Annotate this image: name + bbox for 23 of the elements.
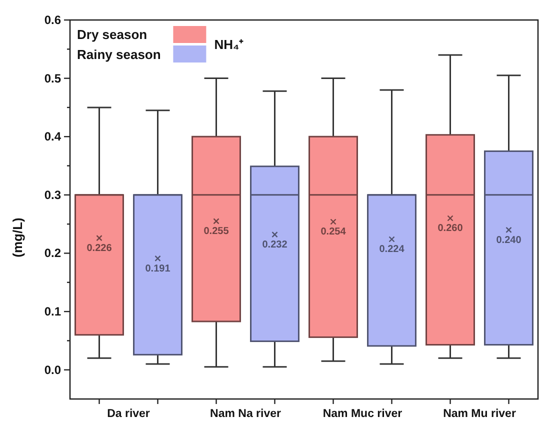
legend-label: Dry season [77, 27, 148, 42]
y-tick-label: 0.5 [44, 71, 62, 86]
text: 0.255 [204, 226, 229, 238]
x-tick-label: Nam Muc river [322, 408, 403, 420]
y-tick-label: 0.4 [44, 130, 62, 144]
x-tick-label: Nam Na river [210, 408, 282, 420]
y-tick-label: 0.2 [44, 246, 62, 260]
text: 0.224 [379, 244, 404, 256]
y-tick-label: 0.1 [44, 304, 62, 319]
legend-label: Rainy season [77, 47, 161, 62]
y-tick-label: 0.3 [44, 188, 62, 202]
text: 0.254 [320, 226, 346, 238]
x-tick-label: Da river [107, 408, 150, 420]
text: 0.191 [145, 263, 170, 274]
x-tick-label: Nam Mu river [443, 408, 516, 420]
y-axis-title: (mg/L) [10, 218, 25, 258]
text: 0.240 [496, 234, 522, 246]
y-tick-label: 0.6 [44, 13, 62, 27]
y-tick-label: 0.0 [44, 362, 62, 377]
text: 0.226 [86, 243, 112, 254]
legend-title: NH₄⁺ [214, 37, 244, 52]
text: 0.260 [438, 223, 463, 234]
text: 0.232 [262, 240, 288, 251]
